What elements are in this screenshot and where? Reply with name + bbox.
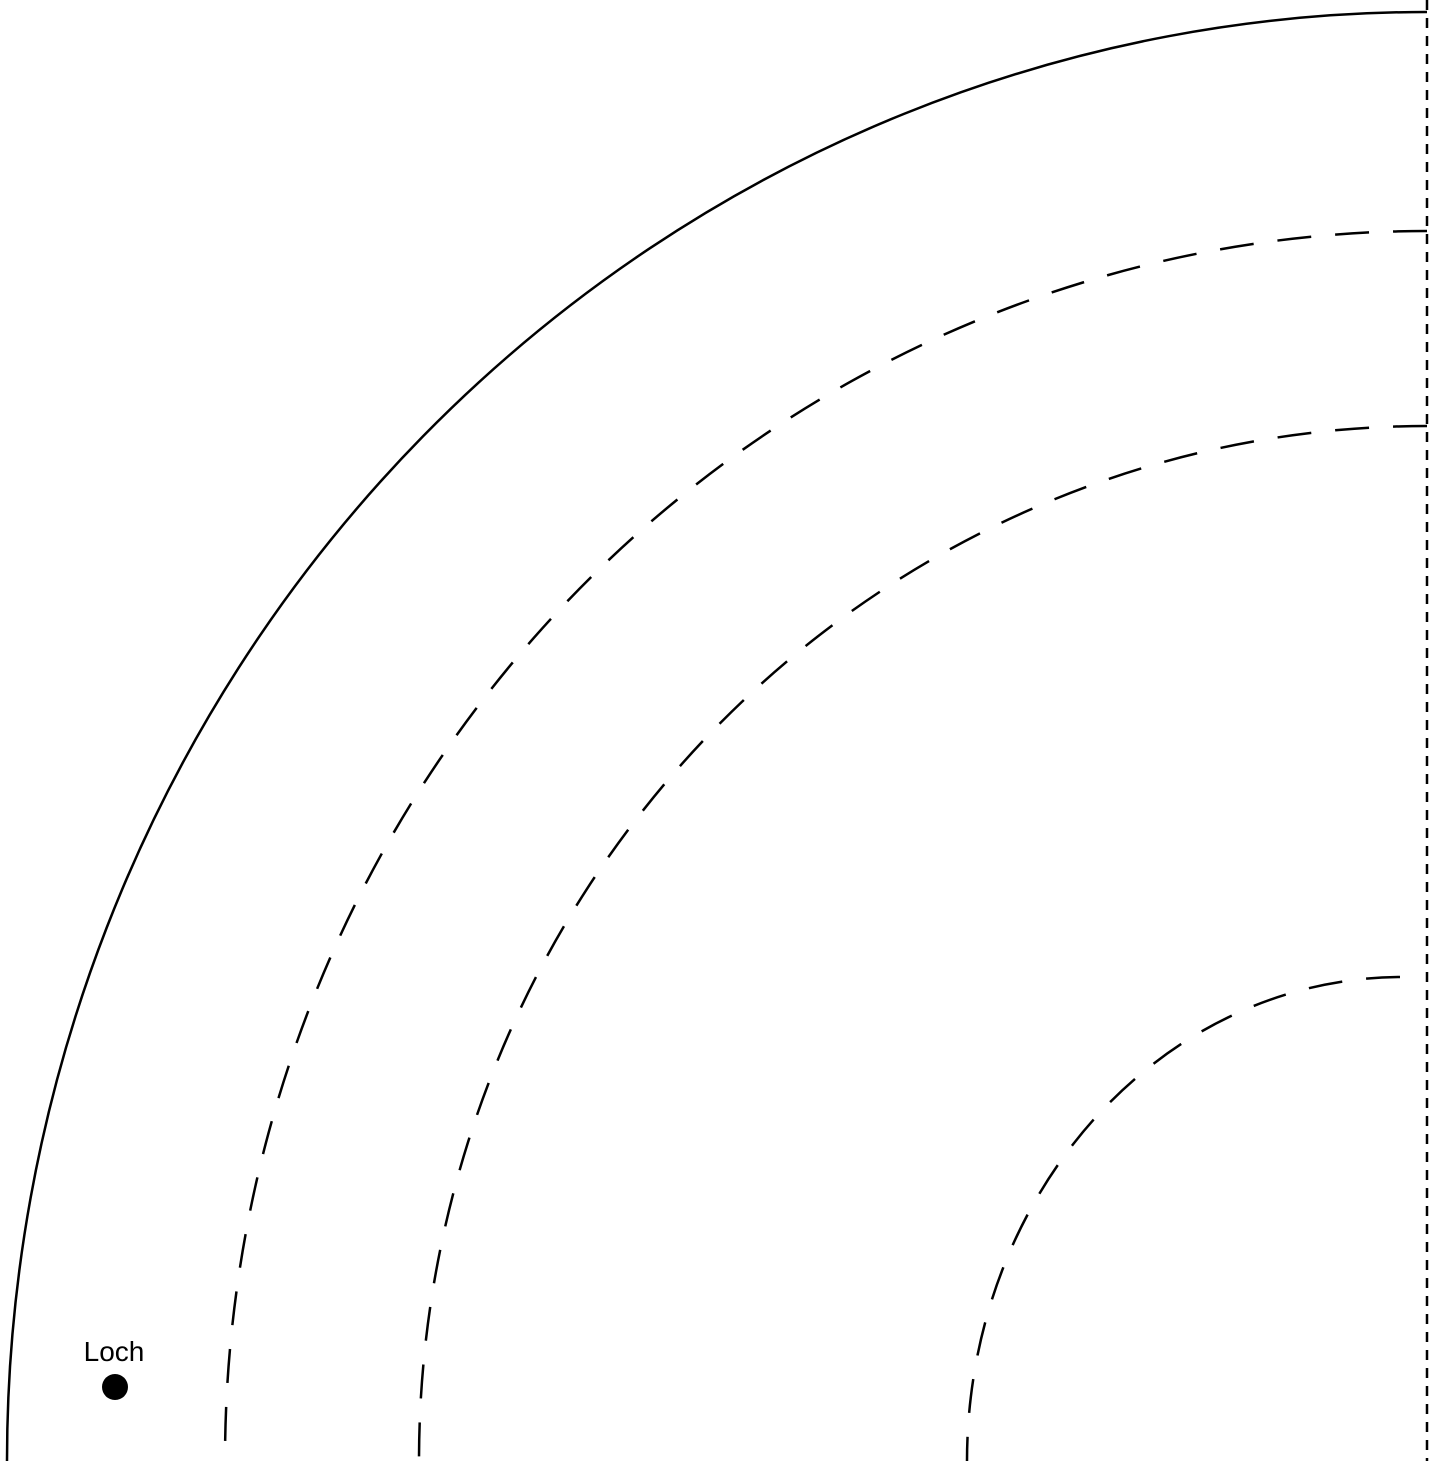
dashed-arc-3 [965, 975, 1401, 1461]
hole-label: Loch [84, 1336, 145, 1367]
dashed-arc-1 [223, 229, 1428, 1461]
hole-marker-dot [102, 1374, 128, 1400]
outer-solid-arc [5, 10, 1428, 1461]
dashed-arc-2 [417, 424, 1428, 1461]
